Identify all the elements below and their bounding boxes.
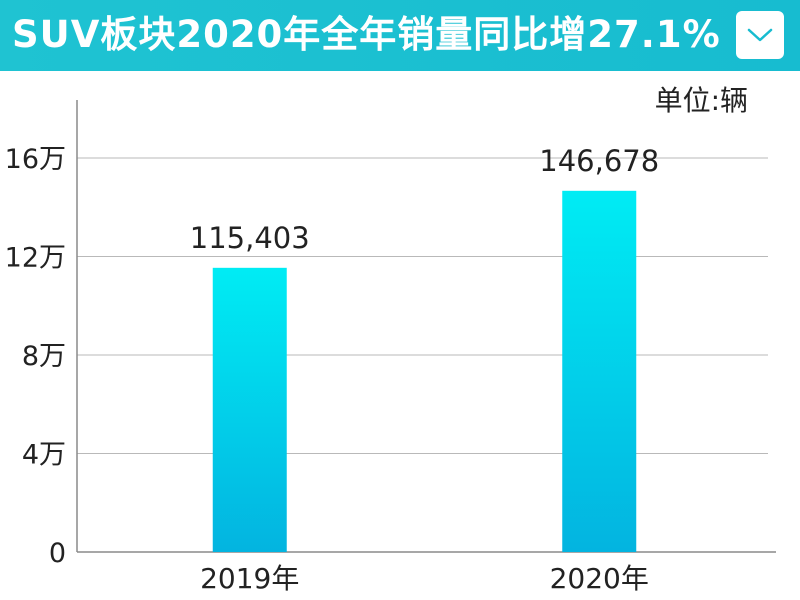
bars: [212, 190, 637, 552]
chevron-down-icon: [747, 28, 773, 42]
x-category-label: 2019年: [200, 562, 299, 595]
x-category-label: 2020年: [550, 562, 649, 595]
unit-label: 单位:辆: [654, 84, 748, 117]
y-tick-label: 16万: [5, 144, 66, 175]
bar-value-label: 146,678: [539, 144, 659, 178]
y-tick-label: 8万: [22, 341, 66, 372]
axes: [76, 100, 776, 553]
y-tick-label: 4万: [22, 440, 66, 471]
chart-title: SUV板块2020年全年销量同比增27.1%: [12, 13, 721, 56]
bar: [562, 190, 637, 552]
gridlines: [77, 157, 768, 454]
labels: 0 4万 8万 12万 16万 115,403 2019年 146,678 2020年: [5, 144, 660, 595]
title-banner: SUV板块2020年全年销量同比增27.1%: [0, 0, 800, 71]
y-tick-label: 0: [49, 538, 66, 569]
bar: [212, 267, 287, 552]
y-tick-label: 12万: [5, 243, 66, 274]
collapse-toggle-button[interactable]: [736, 11, 784, 59]
bar-value-label: 115,403: [190, 221, 310, 255]
